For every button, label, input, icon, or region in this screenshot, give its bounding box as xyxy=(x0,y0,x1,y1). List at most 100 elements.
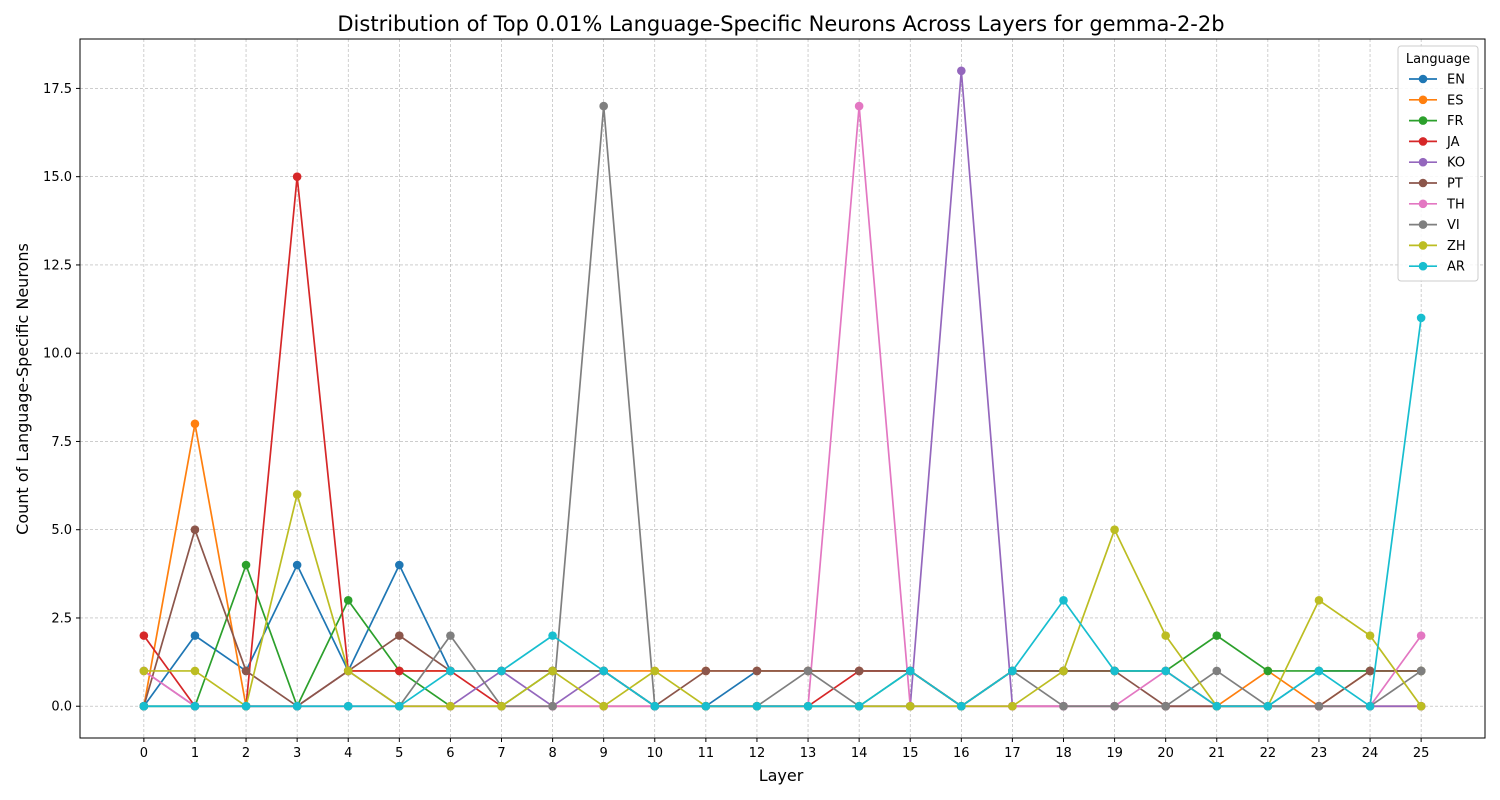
legend-swatch-marker xyxy=(1418,95,1428,105)
series-line xyxy=(143,422,1422,708)
series-group xyxy=(139,66,1426,711)
series-es xyxy=(139,419,1426,711)
data-point xyxy=(1110,525,1119,535)
x-tick-label: 0 xyxy=(140,746,148,761)
data-point xyxy=(190,525,200,535)
data-point xyxy=(1161,701,1170,711)
data-point xyxy=(446,631,455,640)
x-tick-label: 23 xyxy=(1311,746,1328,761)
legend-item-es: ES xyxy=(1409,93,1463,108)
data-point xyxy=(395,666,404,676)
data-point xyxy=(1314,596,1324,605)
x-tick-label: 14 xyxy=(851,746,868,761)
y-tick-label: 15.0 xyxy=(43,170,72,185)
data-point xyxy=(343,666,353,676)
data-point xyxy=(1416,313,1426,323)
x-tick-label: 16 xyxy=(953,746,970,761)
y-tick-label: 7.5 xyxy=(51,435,72,450)
data-point xyxy=(854,701,864,711)
series-line xyxy=(143,564,1422,708)
data-point xyxy=(905,666,915,676)
y-tick-label: 12.5 xyxy=(43,258,72,273)
series-line xyxy=(143,105,1422,708)
x-tick-label: 10 xyxy=(646,746,663,761)
data-point xyxy=(650,701,660,711)
x-tick-label: 3 xyxy=(293,746,301,761)
data-point xyxy=(1365,666,1375,676)
legend-label: TH xyxy=(1446,197,1465,212)
data-point xyxy=(1212,701,1222,711)
data-point xyxy=(803,666,813,676)
x-axis-label: Layer xyxy=(759,766,804,785)
data-point xyxy=(292,701,302,711)
data-point xyxy=(803,701,813,711)
legend-swatch-marker xyxy=(1418,241,1428,250)
data-point xyxy=(752,701,762,711)
x-tick-label: 18 xyxy=(1055,746,1072,761)
data-point xyxy=(752,666,762,676)
legend-item-zh: ZH xyxy=(1409,239,1466,254)
x-tick-label: 9 xyxy=(600,746,608,761)
data-point xyxy=(1365,631,1375,640)
legend-swatch-marker xyxy=(1418,261,1428,271)
data-point xyxy=(1212,631,1222,640)
series-line xyxy=(143,493,1422,708)
series-line xyxy=(143,317,1422,708)
data-point xyxy=(190,419,200,429)
x-tick-label: 11 xyxy=(698,746,715,761)
legend-swatch-marker xyxy=(1418,220,1428,229)
data-point xyxy=(701,666,711,676)
x-tick-label: 1 xyxy=(191,746,199,761)
data-point xyxy=(957,66,966,76)
legend-item-ar: AR xyxy=(1409,260,1465,275)
x-tick-label: 19 xyxy=(1106,746,1123,761)
data-point xyxy=(1416,631,1426,640)
legend-label: JA xyxy=(1446,135,1460,150)
data-point xyxy=(1365,701,1375,711)
y-tick-label: 5.0 xyxy=(51,523,72,538)
data-point xyxy=(1263,701,1273,711)
x-tick-label: 13 xyxy=(800,746,817,761)
x-tick-label: 20 xyxy=(1157,746,1174,761)
x-tick-label: 2 xyxy=(242,746,250,761)
data-point xyxy=(190,631,200,640)
legend-swatch-marker xyxy=(1418,157,1428,167)
data-point xyxy=(905,701,915,711)
data-point xyxy=(1059,666,1068,676)
legend-item-vi: VI xyxy=(1409,218,1460,233)
data-point xyxy=(1314,666,1324,676)
plot-frame xyxy=(79,38,1486,739)
data-point xyxy=(1110,666,1119,676)
x-tick-label: 8 xyxy=(548,746,556,761)
legend-frame xyxy=(1397,45,1479,282)
legend-label: AR xyxy=(1447,260,1465,275)
data-point xyxy=(139,666,149,676)
data-point xyxy=(854,101,864,111)
data-point xyxy=(599,666,608,676)
data-point xyxy=(395,560,404,570)
series-line xyxy=(143,528,1422,708)
x-tick-label: 6 xyxy=(446,746,454,761)
legend: Language EN ES FR JA KO PT TH VI ZH AR xyxy=(1397,45,1479,282)
series-line xyxy=(143,69,1422,708)
chart-title: Distribution of Top 0.01% Language-Speci… xyxy=(337,12,1224,36)
legend-swatch-marker xyxy=(1418,116,1428,125)
legend-label: ES xyxy=(1447,93,1463,108)
data-point xyxy=(1161,666,1170,676)
x-tick-label: 21 xyxy=(1208,746,1225,761)
data-point xyxy=(497,666,506,676)
legend-label: VI xyxy=(1447,218,1460,233)
legend-swatch-marker xyxy=(1418,178,1428,188)
legend-swatch-marker xyxy=(1418,74,1428,84)
legend-item-ko: KO xyxy=(1409,156,1465,171)
legend-item-th: TH xyxy=(1409,197,1465,212)
data-point xyxy=(548,631,557,640)
y-tick-label: 10.0 xyxy=(43,347,72,362)
data-point xyxy=(599,101,608,111)
data-point xyxy=(701,701,711,711)
data-point xyxy=(241,701,251,711)
data-point xyxy=(241,666,251,676)
series-line xyxy=(143,105,1422,708)
data-point xyxy=(190,701,200,711)
